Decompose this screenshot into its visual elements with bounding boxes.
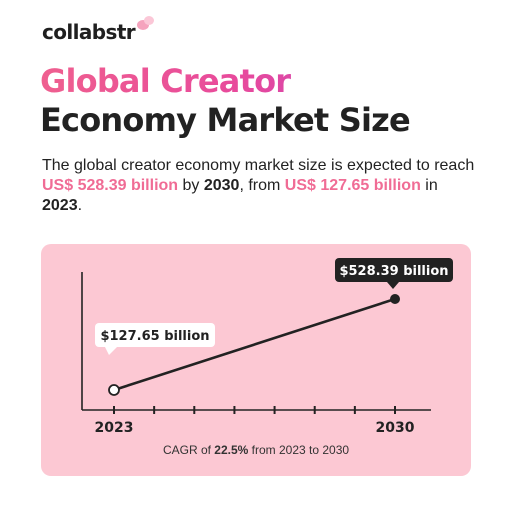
summary-part-4: in xyxy=(420,177,438,194)
callout-2030-pointer xyxy=(387,282,399,289)
collabstr-logo: collabstr xyxy=(42,16,159,47)
data-label-2023: $127.65 billion xyxy=(100,329,209,344)
value-2030: US$ 528.39 billion xyxy=(42,177,179,194)
brand-name: collabstr xyxy=(42,20,136,44)
callout-2023-pointer xyxy=(105,347,117,355)
summary-text: The global creator economy market size i… xyxy=(42,156,482,216)
headline-line-1: Global Creator xyxy=(40,62,480,100)
cagr-caption: CAGR of 22.5% from 2023 to 2030 xyxy=(41,443,471,457)
summary-part-2: by xyxy=(178,177,204,194)
summary-part-3: , from xyxy=(239,177,285,194)
caption-pre: CAGR of xyxy=(162,443,215,457)
data-point-2030 xyxy=(390,294,400,304)
summary-part-5: . xyxy=(77,197,83,214)
cagr-rate: 22.5% xyxy=(214,443,249,457)
year-2030: 2030 xyxy=(203,177,240,194)
series-line xyxy=(112,297,397,392)
headline-line-2: Economy Market Size xyxy=(40,101,411,139)
x-tick-label-2023: 2023 xyxy=(95,420,134,436)
summary-part-1: The global creator economy market size i… xyxy=(42,157,475,174)
x-tick-label-2030: 2030 xyxy=(376,420,415,436)
chat-bubbles-icon xyxy=(137,16,159,38)
chart-card xyxy=(41,244,471,476)
year-2023: 2023 xyxy=(42,197,78,214)
headline: Global Creator Economy Market Size xyxy=(40,62,480,140)
data-point-2023 xyxy=(108,384,120,396)
caption-post: from 2023 to 2030 xyxy=(248,443,350,457)
callout-2030-box xyxy=(335,258,453,282)
value-2023: US$ 127.65 billion xyxy=(284,177,421,194)
data-label-2030: $528.39 billion xyxy=(339,264,448,279)
callout-2023-box xyxy=(95,323,215,347)
